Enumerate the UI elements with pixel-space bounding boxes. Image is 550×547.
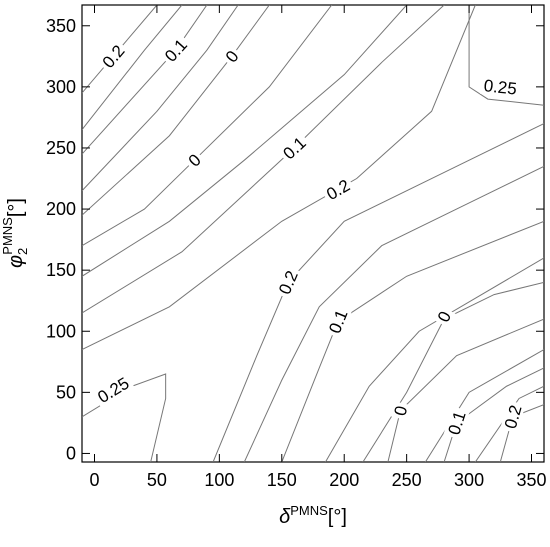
contour-label-group: 0.25	[479, 75, 521, 99]
x-label-symbol: δ	[279, 506, 291, 528]
y-label-sub: 2	[15, 248, 30, 255]
contour-line	[82, 5, 270, 216]
contour-line	[243, 165, 544, 462]
x-label-unit: [°]	[328, 506, 347, 528]
contour-label-bg	[432, 305, 456, 328]
contour-label-bg	[91, 372, 135, 408]
contour-label-bg	[96, 39, 130, 74]
y-label-symbol: φ	[5, 255, 27, 268]
y-axis-label: φ2PMNS[°]	[0, 198, 30, 268]
contour-label-bg	[479, 75, 521, 98]
y-tick-label: 50	[56, 382, 76, 402]
contour-label-group: 0.1	[443, 406, 470, 440]
plot-frame	[81, 4, 545, 463]
contour-line	[82, 5, 239, 192]
contour-label-bg	[324, 304, 352, 339]
contour-label-bg	[320, 174, 356, 205]
contour-label-bg	[277, 131, 312, 165]
contour-label-bg	[219, 44, 244, 68]
y-tick-label: 350	[46, 16, 76, 36]
contour-label-group: 0	[389, 401, 412, 421]
y-tick-label: 0	[66, 443, 76, 463]
contour-label-bg	[443, 406, 470, 440]
contour-label-group: 0	[182, 148, 207, 173]
y-tick-label: 300	[46, 77, 76, 97]
contour-label-group: 0	[219, 44, 244, 68]
x-tick-label: 350	[516, 470, 546, 490]
contour-line	[325, 257, 544, 462]
y-label-unit: [°]	[5, 198, 27, 217]
contour-label-bg	[389, 401, 411, 421]
contour-line	[82, 5, 476, 351]
contour-line	[82, 5, 408, 277]
x-tick-label: 150	[267, 470, 297, 490]
contour-line	[387, 318, 544, 462]
contour-line	[82, 5, 183, 130]
x-tick-label: 250	[392, 470, 422, 490]
x-tick-label: 50	[147, 470, 167, 490]
y-tick-label: 100	[46, 321, 76, 341]
y-label-sup: PMNS	[0, 217, 15, 255]
x-axis-label: δPMNS[°]	[279, 503, 347, 528]
contour-label-bg	[500, 400, 526, 434]
contour-label: 0.25	[483, 76, 518, 98]
x-tick-label: 100	[204, 470, 234, 490]
y-tick-label: 200	[46, 199, 76, 219]
contour-line	[443, 367, 544, 462]
contour-label: 0	[391, 404, 412, 418]
contour-line	[212, 123, 544, 462]
contour-line	[474, 385, 544, 462]
x-tick-label: 300	[454, 470, 484, 490]
y-tick-label: 250	[46, 138, 76, 158]
contour-label-bg	[159, 33, 193, 68]
contour-line	[424, 349, 544, 462]
contour-line	[468, 5, 544, 106]
contour-label-group: 0.2	[500, 400, 526, 434]
x-tick-label: 0	[89, 470, 99, 490]
contour-label-group: 0	[432, 305, 456, 328]
x-tick-label: 200	[329, 470, 359, 490]
y-tick-label: 150	[46, 260, 76, 280]
contour-label-bg	[182, 148, 207, 173]
x-label-sup: PMNS	[290, 503, 328, 518]
contour-label-bg	[273, 265, 303, 300]
